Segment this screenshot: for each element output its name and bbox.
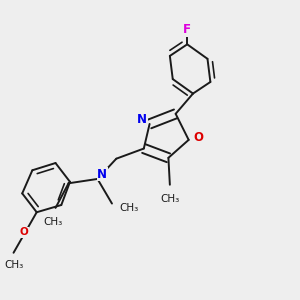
Text: CH₃: CH₃ [4,260,23,270]
Text: CH₃: CH₃ [119,203,138,213]
Text: F: F [183,23,191,36]
Text: CH₃: CH₃ [43,217,62,226]
Text: N: N [97,168,107,181]
Text: CH₃: CH₃ [160,194,179,204]
Text: O: O [19,227,28,238]
Text: N: N [137,113,147,126]
Text: O: O [193,131,203,144]
